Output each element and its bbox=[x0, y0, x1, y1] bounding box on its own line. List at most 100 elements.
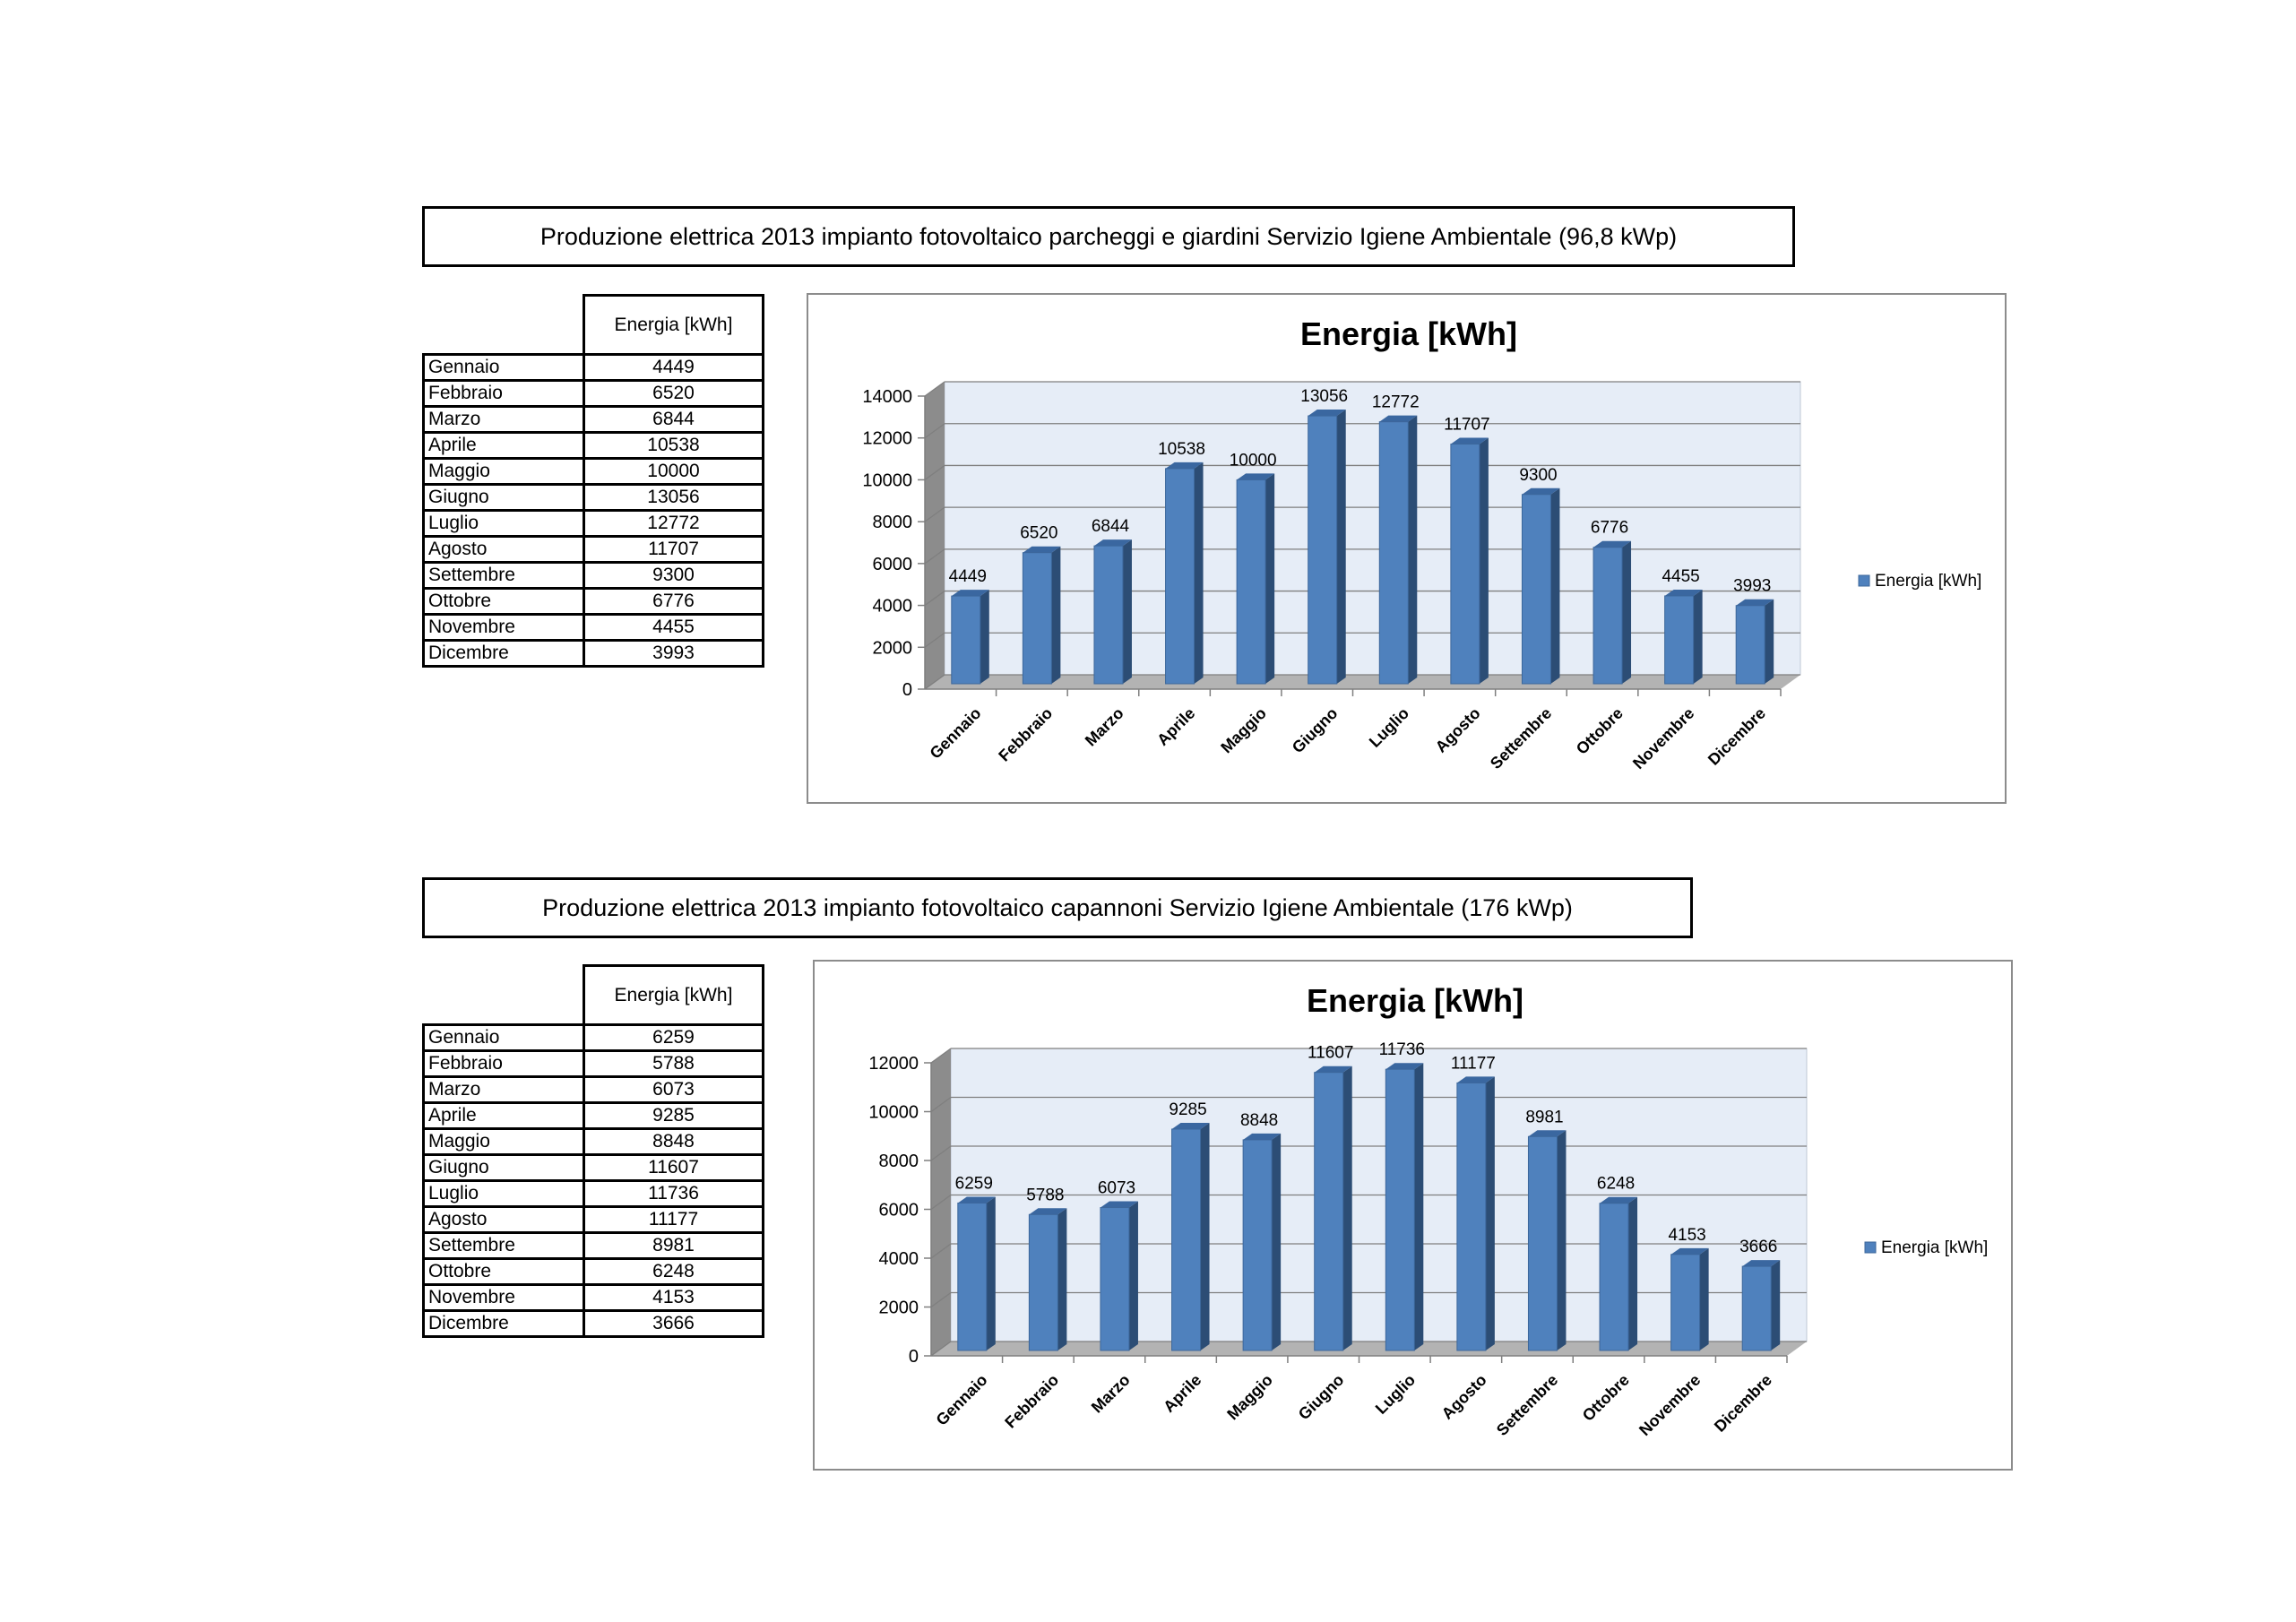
table-cell-value: 12772 bbox=[583, 509, 764, 538]
table-cell-value: 6520 bbox=[583, 379, 764, 408]
y-tick-label: 14000 bbox=[862, 387, 912, 407]
gridline-side bbox=[924, 674, 945, 690]
x-tick-label: Febbraio bbox=[995, 704, 1056, 765]
gridline-side bbox=[930, 1341, 952, 1357]
gridline-side bbox=[930, 1048, 952, 1064]
x-tick-label: Giugno bbox=[1295, 1371, 1348, 1424]
data-label: 6520 bbox=[1020, 524, 1057, 543]
y-tick-label: 2000 bbox=[879, 1298, 919, 1318]
bar-top bbox=[1165, 462, 1204, 469]
gridline-side bbox=[930, 1291, 952, 1308]
y-tick-label: 10000 bbox=[862, 470, 912, 490]
table-row: Maggio 10000 bbox=[422, 457, 764, 486]
bar-side bbox=[1485, 1076, 1495, 1350]
plot-floor bbox=[925, 675, 1800, 689]
table-corner bbox=[423, 965, 585, 1026]
bar bbox=[1385, 1063, 1424, 1351]
x-tick-label: Ottobre bbox=[1579, 1371, 1633, 1425]
data-label: 11177 bbox=[1451, 1054, 1496, 1073]
bar-side bbox=[986, 1196, 996, 1350]
bar-top bbox=[1100, 1201, 1138, 1208]
table-cell-value: 3993 bbox=[583, 639, 764, 668]
table-cell-month: Aprile bbox=[422, 431, 585, 460]
bar-front bbox=[1664, 595, 1695, 685]
table-cell-value: 11707 bbox=[583, 535, 764, 564]
y-tick-label: 10000 bbox=[868, 1103, 919, 1123]
table-cell-month: Maggio bbox=[422, 1127, 585, 1156]
legend-swatch bbox=[1858, 574, 1870, 587]
chart-1: Energia [kWh] 0 2000 4000 6000 8000 10000 12000… bbox=[807, 293, 2007, 804]
data-label: 8981 bbox=[1525, 1108, 1563, 1126]
bar-side bbox=[1771, 1260, 1781, 1350]
data-label: 10538 bbox=[1158, 440, 1205, 459]
bar-front bbox=[1171, 1128, 1202, 1351]
bar-side bbox=[1479, 437, 1489, 684]
table-cell-month: Dicembre bbox=[422, 639, 585, 668]
table-cell-value: 9285 bbox=[583, 1101, 764, 1130]
table-cell-value: 4455 bbox=[583, 613, 764, 642]
bar bbox=[957, 1196, 996, 1351]
bar-top bbox=[1171, 1122, 1210, 1129]
table-row: Gennaio 6259 bbox=[422, 1023, 764, 1052]
x-tick-label: Gennaio bbox=[927, 704, 985, 763]
gridline-side bbox=[924, 632, 945, 648]
bar-front bbox=[951, 595, 981, 685]
table-cell-month: Agosto bbox=[422, 1205, 585, 1234]
y-tick-label: 0 bbox=[902, 680, 912, 700]
bar-front bbox=[1314, 1072, 1344, 1351]
legend-swatch bbox=[1864, 1241, 1877, 1254]
table-cell-month: Maggio bbox=[422, 457, 585, 486]
x-tick-label: Novembre bbox=[1636, 1371, 1704, 1439]
y-tick-label: 8000 bbox=[879, 1152, 919, 1171]
data-label: 12772 bbox=[1372, 393, 1420, 412]
bar-front bbox=[1378, 421, 1409, 685]
bar bbox=[1741, 1260, 1781, 1351]
bar-front bbox=[1735, 605, 1765, 685]
bar-top bbox=[1456, 1076, 1495, 1083]
data-label: 9285 bbox=[1169, 1100, 1206, 1119]
bar-front bbox=[1236, 479, 1266, 685]
data-label: 6844 bbox=[1092, 517, 1130, 536]
energy-table: Energia [kWh] Gennaio 6259 Febbraio 5788 Mar… bbox=[422, 964, 764, 1338]
legend-label: Energia [kWh] bbox=[1881, 1238, 1988, 1257]
bar-top bbox=[1029, 1208, 1067, 1215]
chart-1-svg: Energia [kWh] 0 2000 4000 6000 8000 10000 12000… bbox=[862, 315, 1981, 772]
bar-side bbox=[1622, 540, 1632, 684]
table-cell-value: 8981 bbox=[583, 1231, 764, 1260]
y-tick-label: 8000 bbox=[873, 513, 913, 532]
table-cell-value: 13056 bbox=[583, 483, 764, 512]
bar bbox=[1450, 437, 1489, 685]
bar-side bbox=[1057, 1208, 1067, 1350]
y-tick-label: 12000 bbox=[868, 1054, 919, 1074]
bar-front bbox=[1165, 468, 1195, 685]
bar-front bbox=[1599, 1203, 1629, 1351]
x-tick-label: Luglio bbox=[1366, 704, 1412, 751]
bar-top bbox=[1600, 1196, 1638, 1204]
section-title: Produzione elettrica 2013 impianto fotov… bbox=[422, 206, 1795, 267]
table-cell-value: 6248 bbox=[583, 1257, 764, 1286]
y-tick-label: 12000 bbox=[862, 429, 912, 449]
bar bbox=[1378, 415, 1418, 685]
gridline-side bbox=[930, 1243, 952, 1259]
bar-side bbox=[1550, 487, 1560, 684]
x-tick-label: Aprile bbox=[1153, 704, 1198, 749]
x-tick-label: Aprile bbox=[1160, 1371, 1204, 1416]
bar bbox=[1165, 462, 1204, 685]
bar-top bbox=[1450, 437, 1489, 444]
table-cell-month: Marzo bbox=[422, 405, 585, 434]
bar-top bbox=[1093, 539, 1132, 547]
bar bbox=[1100, 1201, 1138, 1351]
table-cell-value: 4153 bbox=[583, 1283, 764, 1312]
table-cell-value: 9300 bbox=[583, 561, 764, 590]
x-tick-label: Maggio bbox=[1217, 704, 1270, 757]
bar-side bbox=[1693, 589, 1703, 684]
energy-table: Energia [kWh] Gennaio 4449 Febbraio 6520 Mar… bbox=[422, 294, 764, 668]
table-cell-month: Settembre bbox=[422, 561, 585, 590]
data-label: 9300 bbox=[1519, 466, 1557, 485]
table-row: Agosto 11177 bbox=[422, 1205, 764, 1234]
chart-2-svg: Energia [kWh] 0 2000 4000 6000 8000 10000 12000… bbox=[868, 982, 1988, 1439]
bar-side bbox=[1200, 1122, 1210, 1350]
table-cell-value: 6844 bbox=[583, 405, 764, 434]
x-tick-label: Agosto bbox=[1438, 1371, 1490, 1423]
